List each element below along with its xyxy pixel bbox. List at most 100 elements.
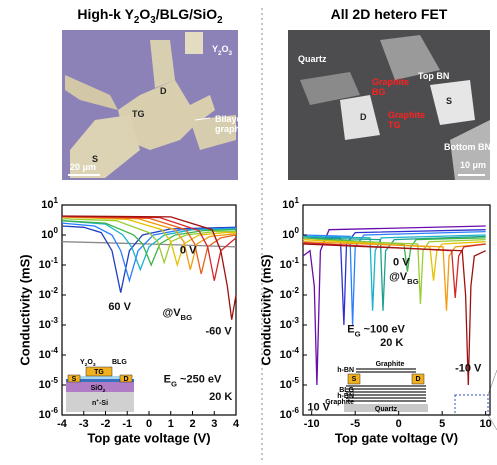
inset-label: D <box>123 376 128 383</box>
text-part: 60 V <box>108 301 131 313</box>
photo-label: Graphite <box>388 110 425 120</box>
curve <box>61 225 237 293</box>
x-tick-label: 10 <box>480 418 492 430</box>
text-part: BLG <box>339 387 354 394</box>
curve <box>302 241 486 311</box>
annotation: @VBG <box>389 271 419 286</box>
inset-label: h-BN <box>337 393 354 400</box>
tick-base: 10 <box>282 229 294 241</box>
curve <box>61 220 237 272</box>
text-part: 10 V <box>307 401 330 413</box>
text-part: ~250 eV <box>177 374 222 386</box>
y-axis-label: Conductivity (mS) <box>17 254 32 365</box>
y-axis-label: Conductivity (mS) <box>258 254 273 365</box>
curve <box>61 216 237 270</box>
y-tick-label: 101 <box>41 196 58 211</box>
annotation: EG ~250 eV <box>164 374 222 389</box>
text-part: Quartz <box>375 406 398 413</box>
tick-base: 10 <box>280 289 292 301</box>
y-tick-label: 10-6 <box>39 406 59 421</box>
text-part: O <box>87 359 93 366</box>
annotation: -60 V <box>205 326 232 338</box>
plot-frame <box>302 204 491 416</box>
tick-exponent: -2 <box>51 286 59 295</box>
photo-label: D <box>160 86 167 96</box>
text-part: -60 V <box>205 326 232 338</box>
text-part: Y <box>80 359 85 366</box>
inset-label: SiO2 <box>91 385 106 394</box>
tick-exponent: 1 <box>54 196 59 205</box>
photo-label: 20 μm <box>70 162 96 172</box>
tick-exponent: -6 <box>51 406 59 415</box>
tick-base: 10 <box>280 259 292 271</box>
x-tick-label: 5 <box>439 418 445 430</box>
curve <box>302 238 486 305</box>
inset-label: BLG <box>339 387 354 394</box>
text-part: High-k Y <box>77 6 134 22</box>
subscript: + <box>96 399 99 404</box>
curve <box>302 230 486 326</box>
tick-base: 10 <box>41 229 53 241</box>
y-tick-label: 10-1 <box>39 256 59 271</box>
subscript: G <box>171 379 177 388</box>
text-part: E <box>164 374 171 386</box>
text-part: /BLG/SiO <box>156 6 218 22</box>
x-tick-label: 2 <box>189 418 195 430</box>
tick-base: 10 <box>39 259 51 271</box>
text-part: ~100 eV <box>361 324 406 336</box>
inset-label: TG <box>94 369 104 376</box>
text-part: Quartz <box>298 54 327 64</box>
text-part: Top BN <box>418 71 449 81</box>
tick-exponent: -5 <box>51 376 59 385</box>
inset-right <box>344 368 428 412</box>
y-tick-label: 10-3 <box>39 316 59 331</box>
x-tick-label: -10 <box>304 418 320 430</box>
plot-area <box>61 215 237 320</box>
annotation: 10 V <box>307 401 330 413</box>
y-tick-label: 10-1 <box>280 256 300 271</box>
subscript: 2 <box>103 388 106 394</box>
text-part: S <box>72 376 77 383</box>
annotation: 20 K <box>380 337 403 349</box>
text-part: All 2D hetero FET <box>331 6 448 22</box>
photo-label: D <box>360 112 367 122</box>
photo-label: S <box>446 96 452 106</box>
panel-title: High-k Y2O3/BLG/SiO2 <box>77 6 223 26</box>
text-part: E <box>347 324 354 336</box>
y-tick-label: 10-6 <box>280 406 300 421</box>
photo-right <box>288 30 490 180</box>
y-tick-label: 10-5 <box>280 376 300 391</box>
y-tick-label: 10-2 <box>39 286 59 301</box>
tick-exponent: 0 <box>295 226 300 235</box>
subscript: 3 <box>150 15 156 26</box>
annotation: 20 K <box>209 391 232 403</box>
x-tick-label: 0 <box>146 418 152 430</box>
inset-label: Quartz <box>375 406 398 413</box>
tick-base: 10 <box>280 379 292 391</box>
photo-label: TG <box>132 109 145 119</box>
x-tick-label: 4 <box>233 418 240 430</box>
inset-label: h-BN <box>337 367 354 374</box>
text-part: Graphite <box>372 77 409 87</box>
text-part: D <box>360 112 367 122</box>
inset-left <box>66 366 134 412</box>
curve <box>302 234 486 311</box>
x-tick-label: -2 <box>101 418 111 430</box>
tick-base: 10 <box>39 379 51 391</box>
subscript: 2 <box>85 362 88 368</box>
x-tick-label: 0 <box>396 418 402 430</box>
inset-label: S <box>352 376 357 383</box>
subscript: G <box>355 329 361 338</box>
tick-base: 10 <box>39 289 51 301</box>
subscript: 2 <box>134 15 140 26</box>
text-part: D <box>160 86 167 96</box>
tick-exponent: -4 <box>292 346 300 355</box>
inset-label: Y2O3 <box>80 359 96 368</box>
y-tick-label: 100 <box>282 226 299 241</box>
text-part: @V <box>162 307 181 319</box>
panel-title: All 2D hetero FET <box>331 6 448 22</box>
subscript: 3 <box>229 50 233 57</box>
annotation: 60 V <box>108 301 131 313</box>
curve <box>61 215 237 320</box>
